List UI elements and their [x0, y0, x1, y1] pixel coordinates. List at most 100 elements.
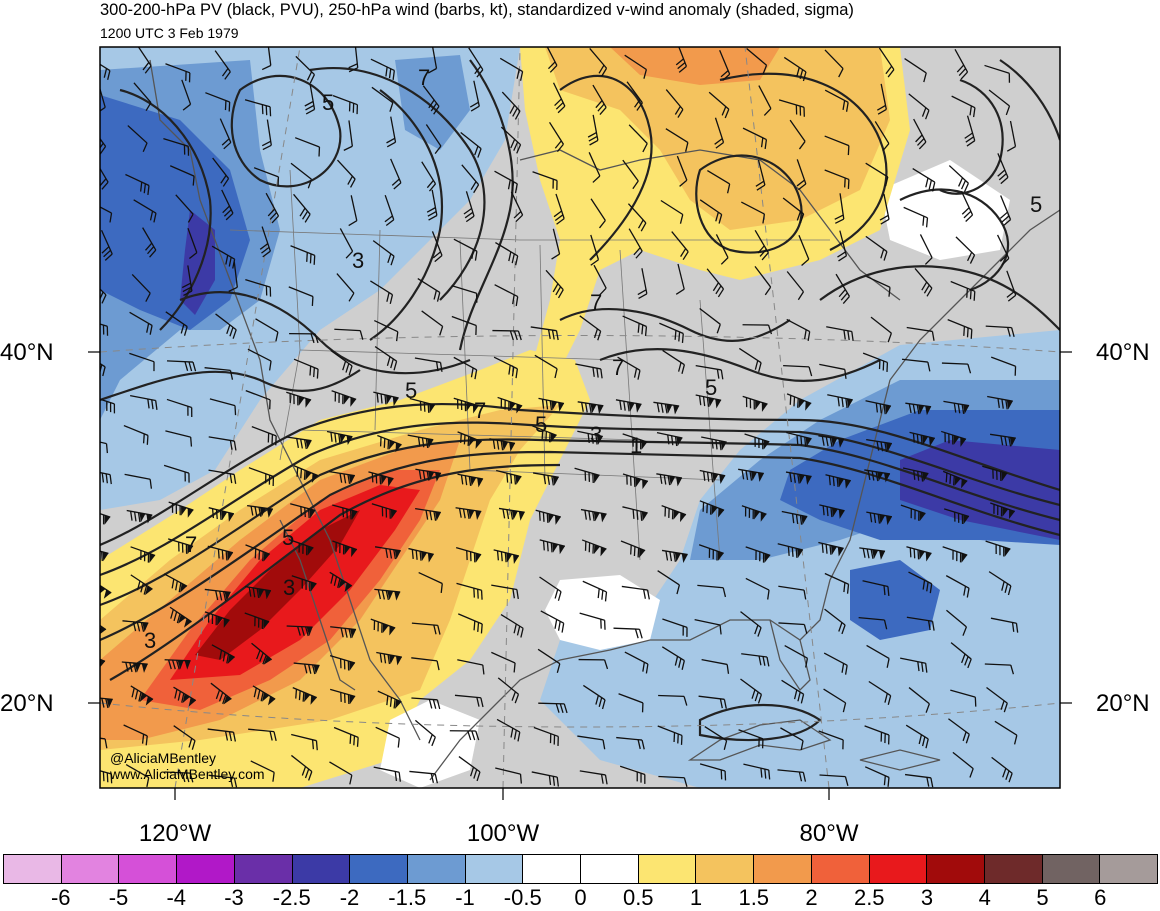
colorbar-label: 0.5: [622, 885, 654, 910]
wind-barb: [537, 648, 561, 674]
wind-barb: [676, 155, 688, 187]
pv-label: 5: [405, 378, 417, 403]
wind-barb: [823, 652, 848, 675]
colorbar-swatch: [638, 855, 697, 883]
wind-barb: [384, 194, 395, 227]
wind-barb: [615, 399, 642, 413]
wind-barb: [879, 193, 890, 225]
wind-barb: [906, 616, 935, 631]
wind-barb: [417, 278, 441, 302]
wind-barb: [245, 585, 272, 600]
wind-barb: [818, 541, 844, 557]
pv-contours: [100, 59, 1060, 742]
wind-barb: [290, 245, 316, 265]
wind-barb: [622, 315, 648, 337]
wind-barb: [408, 547, 434, 563]
wind-barb: [742, 127, 768, 150]
wind-barb: [494, 284, 519, 307]
wind-barb: [348, 195, 358, 227]
wind-barb: [100, 318, 109, 336]
wind-barb: [984, 64, 1011, 83]
wind-barb: [695, 364, 724, 380]
wind-barb: [864, 766, 890, 787]
wind-barb: [656, 432, 683, 447]
wind-barb: [293, 358, 319, 379]
wind-barb: [574, 467, 600, 484]
wind-barb: [665, 89, 684, 118]
wind-barb: [455, 546, 482, 563]
wind-barb: [228, 261, 238, 292]
wind-barb: [908, 571, 933, 594]
wind-barb: [219, 118, 232, 150]
wind-barb: [131, 274, 151, 302]
wind-barb: [100, 734, 108, 749]
wind-barb: [699, 469, 726, 484]
colorbar-label: 6: [1094, 885, 1107, 910]
anomaly-gulf-neutral: [545, 575, 660, 650]
wind-barb: [375, 726, 400, 748]
wind-barb: [798, 234, 810, 266]
wind-barb: [545, 269, 564, 299]
colorbar-label: 5: [1036, 885, 1049, 910]
wind-barb: [878, 47, 895, 78]
wind-barb: [818, 435, 845, 448]
wind-barb: [166, 360, 197, 372]
wind-barb: [675, 47, 688, 73]
wind-barb: [715, 234, 729, 265]
wind-barb: [288, 286, 314, 307]
wind-barb: [620, 540, 646, 558]
wind-barb: [532, 171, 558, 191]
wind-barb: [469, 80, 480, 112]
wind-barb: [336, 159, 356, 188]
wind-barb: [903, 206, 929, 228]
wind-barb: [253, 167, 280, 187]
wind-barb: [204, 588, 231, 602]
wind-barb: [701, 659, 730, 674]
wind-barb: [333, 726, 359, 747]
wind-barb: [496, 718, 521, 742]
wind-barb: [942, 546, 968, 563]
wind-barb: [990, 356, 1017, 376]
wind-barb: [778, 585, 807, 600]
wind-barb: [261, 119, 272, 151]
wind-barb: [244, 612, 270, 630]
wind-barb: [660, 199, 684, 224]
wind-barb: [386, 116, 397, 148]
wind-barb: [866, 511, 893, 526]
wind-barb: [755, 159, 766, 191]
wind-barb: [245, 390, 271, 410]
colorbar-swatch: [869, 855, 928, 883]
colorbar-swatch: [234, 855, 293, 883]
wind-barb: [165, 430, 193, 447]
wind-barb: [1006, 270, 1017, 302]
wind-barb: [286, 625, 313, 637]
wind-barb: [582, 580, 608, 602]
wind-barb: [368, 471, 394, 487]
wind-barb: [370, 58, 395, 80]
wind-barb: [534, 354, 558, 379]
wind-barb: [827, 394, 853, 409]
wind-barb: [665, 128, 689, 152]
wind-barb: [329, 688, 356, 705]
anomaly-north-orange: [545, 47, 890, 230]
wind-barb: [457, 659, 485, 675]
wind-barb: [374, 346, 398, 371]
lat-label-20-right: 20°N: [1096, 690, 1150, 717]
wind-barb: [901, 358, 931, 372]
wind-barb: [943, 400, 970, 415]
wind-barb: [948, 718, 970, 744]
wind-barb: [259, 226, 271, 258]
wind-barb: [786, 393, 812, 411]
colorbar-swatch: [1042, 855, 1101, 883]
wind-barb: [100, 82, 106, 114]
wind-barb: [292, 686, 318, 705]
wind-barb: [208, 507, 235, 522]
wind-barb: [124, 473, 153, 489]
pv-label: 5: [705, 375, 717, 400]
wind-barb: [163, 464, 190, 483]
wind-barb: [460, 131, 482, 158]
wind-barb: [706, 268, 725, 298]
wind-barb: [453, 238, 478, 261]
wind-barb: [656, 473, 683, 487]
wind-barb: [581, 539, 607, 557]
